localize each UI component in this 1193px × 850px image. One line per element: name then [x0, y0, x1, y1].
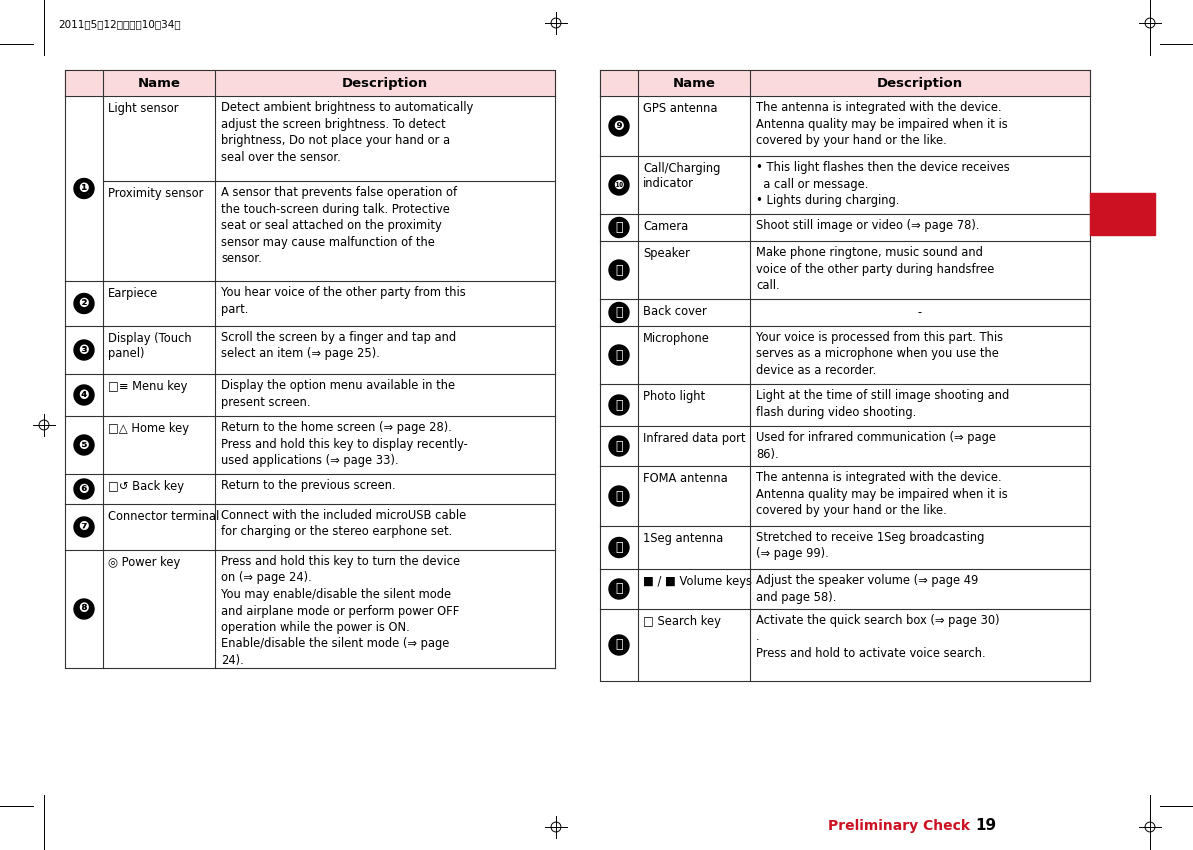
- Text: ❿: ❿: [613, 178, 624, 191]
- Bar: [64, 504, 555, 550]
- Text: ⓫: ⓫: [616, 221, 623, 234]
- Text: Adjust the speaker volume (⇒ page 49
and page 58).: Adjust the speaker volume (⇒ page 49 and…: [756, 574, 978, 603]
- Circle shape: [74, 340, 94, 360]
- Text: ⓴: ⓴: [616, 638, 623, 651]
- Text: □≡ Menu key: □≡ Menu key: [109, 380, 187, 393]
- Circle shape: [608, 116, 629, 136]
- Text: Microphone: Microphone: [643, 332, 710, 345]
- Bar: [600, 466, 1090, 526]
- Text: ⓯: ⓯: [616, 399, 623, 411]
- Text: Make phone ringtone, music sound and
voice of the other party during handsfree
c: Make phone ringtone, music sound and voi…: [756, 246, 995, 292]
- Circle shape: [74, 435, 94, 455]
- Text: The antenna is integrated with the device.
Antenna quality may be impaired when : The antenna is integrated with the devic…: [756, 101, 1008, 147]
- Circle shape: [608, 486, 629, 506]
- Circle shape: [74, 479, 94, 499]
- Text: ⓮: ⓮: [616, 348, 623, 361]
- Circle shape: [608, 395, 629, 415]
- Bar: [600, 426, 1090, 466]
- Circle shape: [608, 218, 629, 237]
- Text: Stretched to receive 1Seg broadcasting
(⇒ page 99).: Stretched to receive 1Seg broadcasting (…: [756, 531, 984, 560]
- Text: A sensor that prevents false operation of
the touch-screen during talk. Protecti: A sensor that prevents false operation o…: [221, 186, 457, 265]
- Text: Infrared data port: Infrared data port: [643, 432, 746, 445]
- Bar: [600, 326, 1090, 384]
- Text: ⓭: ⓭: [616, 306, 623, 319]
- Circle shape: [608, 260, 629, 280]
- Text: ❻: ❻: [79, 483, 89, 496]
- Bar: [600, 241, 1090, 299]
- Text: Activate the quick search box (⇒ page 30)
.
Press and hold to activate voice sea: Activate the quick search box (⇒ page 30…: [756, 614, 1000, 660]
- Bar: [600, 96, 1090, 156]
- Text: ❺: ❺: [79, 439, 89, 451]
- Text: ⓳: ⓳: [616, 582, 623, 596]
- Text: Light at the time of still image shooting and
flash during video shooting.: Light at the time of still image shootin…: [756, 389, 1009, 418]
- Bar: [600, 384, 1090, 426]
- Bar: [600, 214, 1090, 241]
- Bar: [64, 281, 555, 326]
- Text: GPS antenna: GPS antenna: [643, 102, 717, 115]
- Text: Speaker: Speaker: [643, 247, 690, 260]
- Text: ■ / ■ Volume keys: ■ / ■ Volume keys: [643, 575, 752, 588]
- Circle shape: [608, 635, 629, 655]
- Text: Return to the previous screen.: Return to the previous screen.: [221, 479, 396, 492]
- Text: ❶: ❶: [79, 182, 89, 195]
- Text: -: -: [917, 306, 922, 319]
- Bar: [600, 609, 1090, 681]
- Bar: [600, 299, 1090, 326]
- Text: ❽: ❽: [79, 603, 89, 615]
- Circle shape: [608, 345, 629, 365]
- Circle shape: [74, 178, 94, 199]
- Text: FOMA antenna: FOMA antenna: [643, 472, 728, 485]
- Text: You hear voice of the other party from this
part.: You hear voice of the other party from t…: [221, 286, 465, 315]
- Circle shape: [608, 175, 629, 195]
- Text: Preliminary Check: Preliminary Check: [828, 819, 970, 833]
- Text: Proximity sensor: Proximity sensor: [109, 187, 203, 200]
- Circle shape: [74, 599, 94, 619]
- Text: Scroll the screen by a finger and tap and
select an item (⇒ page 25).: Scroll the screen by a finger and tap an…: [221, 331, 456, 360]
- Bar: [600, 70, 1090, 96]
- Text: ⓰: ⓰: [616, 439, 623, 452]
- Bar: [64, 416, 555, 474]
- Text: Display the option menu available in the
present screen.: Display the option menu available in the…: [221, 379, 455, 409]
- Text: □↺ Back key: □↺ Back key: [109, 480, 184, 493]
- Text: Connector terminal: Connector terminal: [109, 510, 220, 523]
- Text: □ Search key: □ Search key: [643, 615, 721, 628]
- Bar: [64, 374, 555, 416]
- Text: Back cover: Back cover: [643, 305, 706, 318]
- Text: Name: Name: [137, 76, 180, 89]
- Text: ⓲: ⓲: [616, 541, 623, 554]
- Text: ⓱: ⓱: [616, 490, 623, 502]
- Text: ❹: ❹: [79, 388, 89, 401]
- Text: Description: Description: [877, 76, 963, 89]
- Text: Used for infrared communication (⇒ page
86).: Used for infrared communication (⇒ page …: [756, 431, 996, 461]
- Bar: [64, 550, 555, 668]
- Text: Press and hold this key to turn the device
on (⇒ page 24).
You may enable/disabl: Press and hold this key to turn the devi…: [221, 555, 460, 667]
- Text: Photo light: Photo light: [643, 390, 705, 403]
- Text: Camera: Camera: [643, 220, 688, 233]
- Bar: [600, 569, 1090, 609]
- Text: Earpiece: Earpiece: [109, 287, 159, 300]
- Circle shape: [608, 579, 629, 599]
- Bar: [64, 326, 555, 374]
- Text: 1Seg antenna: 1Seg antenna: [643, 532, 723, 545]
- Text: ⓬: ⓬: [616, 264, 623, 276]
- Text: ❼: ❼: [79, 520, 89, 534]
- Text: ◎ Power key: ◎ Power key: [109, 556, 180, 569]
- Text: ❾: ❾: [613, 120, 624, 133]
- Circle shape: [608, 537, 629, 558]
- Text: Your voice is processed from this part. This
serves as a microphone when you use: Your voice is processed from this part. …: [756, 331, 1003, 377]
- Bar: [64, 96, 555, 281]
- Circle shape: [74, 385, 94, 405]
- Text: ❷: ❷: [79, 297, 89, 310]
- Text: Name: Name: [673, 76, 716, 89]
- Text: Connect with the included microUSB cable
for charging or the stereo earphone set: Connect with the included microUSB cable…: [221, 509, 466, 539]
- Bar: [64, 474, 555, 504]
- Bar: [1090, 193, 1155, 235]
- Bar: [600, 156, 1090, 214]
- Text: ❸: ❸: [79, 343, 89, 356]
- Text: 19: 19: [975, 819, 996, 834]
- Text: Display (Touch
panel): Display (Touch panel): [109, 332, 192, 360]
- Text: Call/Charging
indicator: Call/Charging indicator: [643, 162, 721, 190]
- Text: Shoot still image or video (⇒ page 78).: Shoot still image or video (⇒ page 78).: [756, 219, 979, 232]
- Circle shape: [74, 517, 94, 537]
- Circle shape: [608, 436, 629, 456]
